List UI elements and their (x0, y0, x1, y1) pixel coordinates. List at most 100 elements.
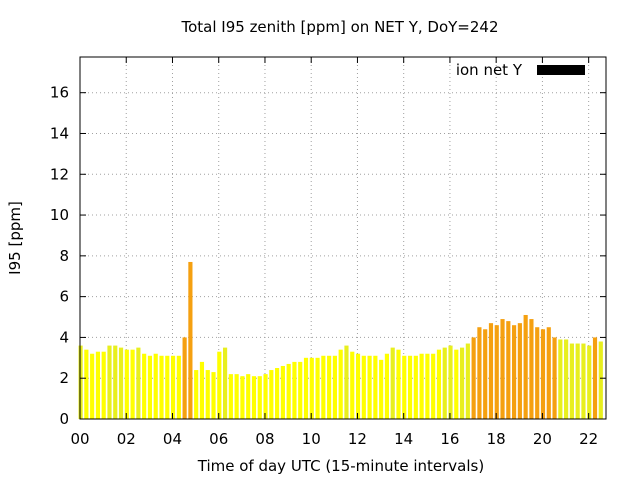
bar (188, 261, 193, 419)
bar (327, 355, 332, 419)
bar (384, 353, 390, 419)
bar (344, 345, 349, 419)
y-tick-label: 14 (50, 124, 69, 142)
bar (147, 355, 153, 419)
bar (558, 339, 563, 419)
bar (257, 376, 262, 419)
x-tick-label: 20 (533, 430, 552, 448)
bar (506, 321, 511, 419)
bar (494, 325, 499, 419)
x-tick-labels: 00 02 04 06 08 10 12 14 16 18 20 22 (70, 430, 598, 448)
bar (130, 349, 135, 419)
bar (587, 345, 592, 419)
bar (379, 359, 384, 419)
bar (321, 355, 326, 419)
bar (228, 374, 233, 419)
bar (431, 353, 436, 419)
bar (442, 347, 447, 419)
y-tick-label: 12 (50, 165, 69, 183)
bar (535, 327, 540, 419)
bar (569, 343, 574, 419)
bar (529, 319, 534, 419)
y-tick-label: 2 (59, 369, 69, 387)
bar (142, 353, 147, 419)
x-tick-label: 22 (579, 430, 598, 448)
legend-swatch (537, 65, 585, 75)
bar (488, 323, 494, 419)
bar (234, 374, 239, 419)
bar (286, 363, 291, 419)
ticks (79, 57, 606, 420)
bar (448, 345, 453, 419)
bar (465, 343, 470, 419)
x-tick-label: 12 (348, 430, 367, 448)
x-tick-label: 04 (163, 430, 182, 448)
bar (78, 345, 83, 419)
y-tick-label: 0 (59, 410, 69, 428)
bar (182, 337, 187, 419)
bar (361, 355, 366, 419)
bar (124, 349, 129, 419)
bar (263, 374, 268, 419)
x-tick-label: 16 (440, 430, 459, 448)
bar (436, 349, 442, 419)
bar (367, 355, 372, 419)
bar (454, 349, 459, 419)
x-tick-label: 10 (302, 430, 321, 448)
bar (176, 355, 181, 419)
bar (199, 361, 205, 419)
bar (84, 349, 89, 419)
bar (223, 347, 228, 419)
y-tick-label: 4 (59, 328, 69, 346)
bar (477, 327, 482, 419)
bar (459, 347, 465, 419)
bar (471, 337, 476, 419)
y-axis-label: I95 [ppm] (6, 201, 24, 275)
bar (95, 351, 100, 419)
bar (153, 353, 158, 419)
legend: ion net Y (456, 61, 585, 79)
y-tick-label: 8 (59, 247, 69, 265)
bar (113, 345, 118, 419)
bar (217, 351, 222, 419)
bar (396, 349, 401, 419)
x-tick-label: 18 (487, 430, 506, 448)
bar (355, 353, 361, 419)
bar (101, 351, 106, 419)
bar (523, 314, 528, 419)
bar (564, 339, 569, 419)
gridlines (80, 57, 606, 419)
bar (136, 347, 141, 419)
bar (540, 329, 546, 419)
bar (159, 355, 164, 419)
bar (309, 357, 314, 419)
bar (483, 329, 488, 419)
bar (205, 370, 210, 419)
plot-area (78, 56, 607, 420)
x-tick-label: 14 (394, 430, 413, 448)
bar (170, 355, 176, 419)
bar (303, 357, 309, 419)
bar (373, 355, 378, 419)
bar (315, 357, 320, 419)
y-tick-label: 6 (59, 288, 69, 306)
bar (269, 370, 274, 419)
bar (240, 376, 245, 419)
bar (598, 341, 603, 419)
bar (275, 368, 280, 419)
y-tick-label: 10 (50, 206, 69, 224)
bar (575, 343, 580, 419)
bar (107, 345, 112, 419)
x-axis-label: Time of day UTC (15-minute intervals) (197, 457, 484, 475)
bars (78, 261, 603, 419)
bar (292, 361, 297, 419)
bar (194, 370, 199, 419)
bar (402, 355, 407, 419)
x-tick-label: 08 (255, 430, 274, 448)
bar (390, 347, 395, 419)
bar (338, 349, 343, 419)
bar (211, 372, 216, 419)
bar (332, 355, 337, 419)
y-tick-label: 16 (50, 84, 69, 102)
